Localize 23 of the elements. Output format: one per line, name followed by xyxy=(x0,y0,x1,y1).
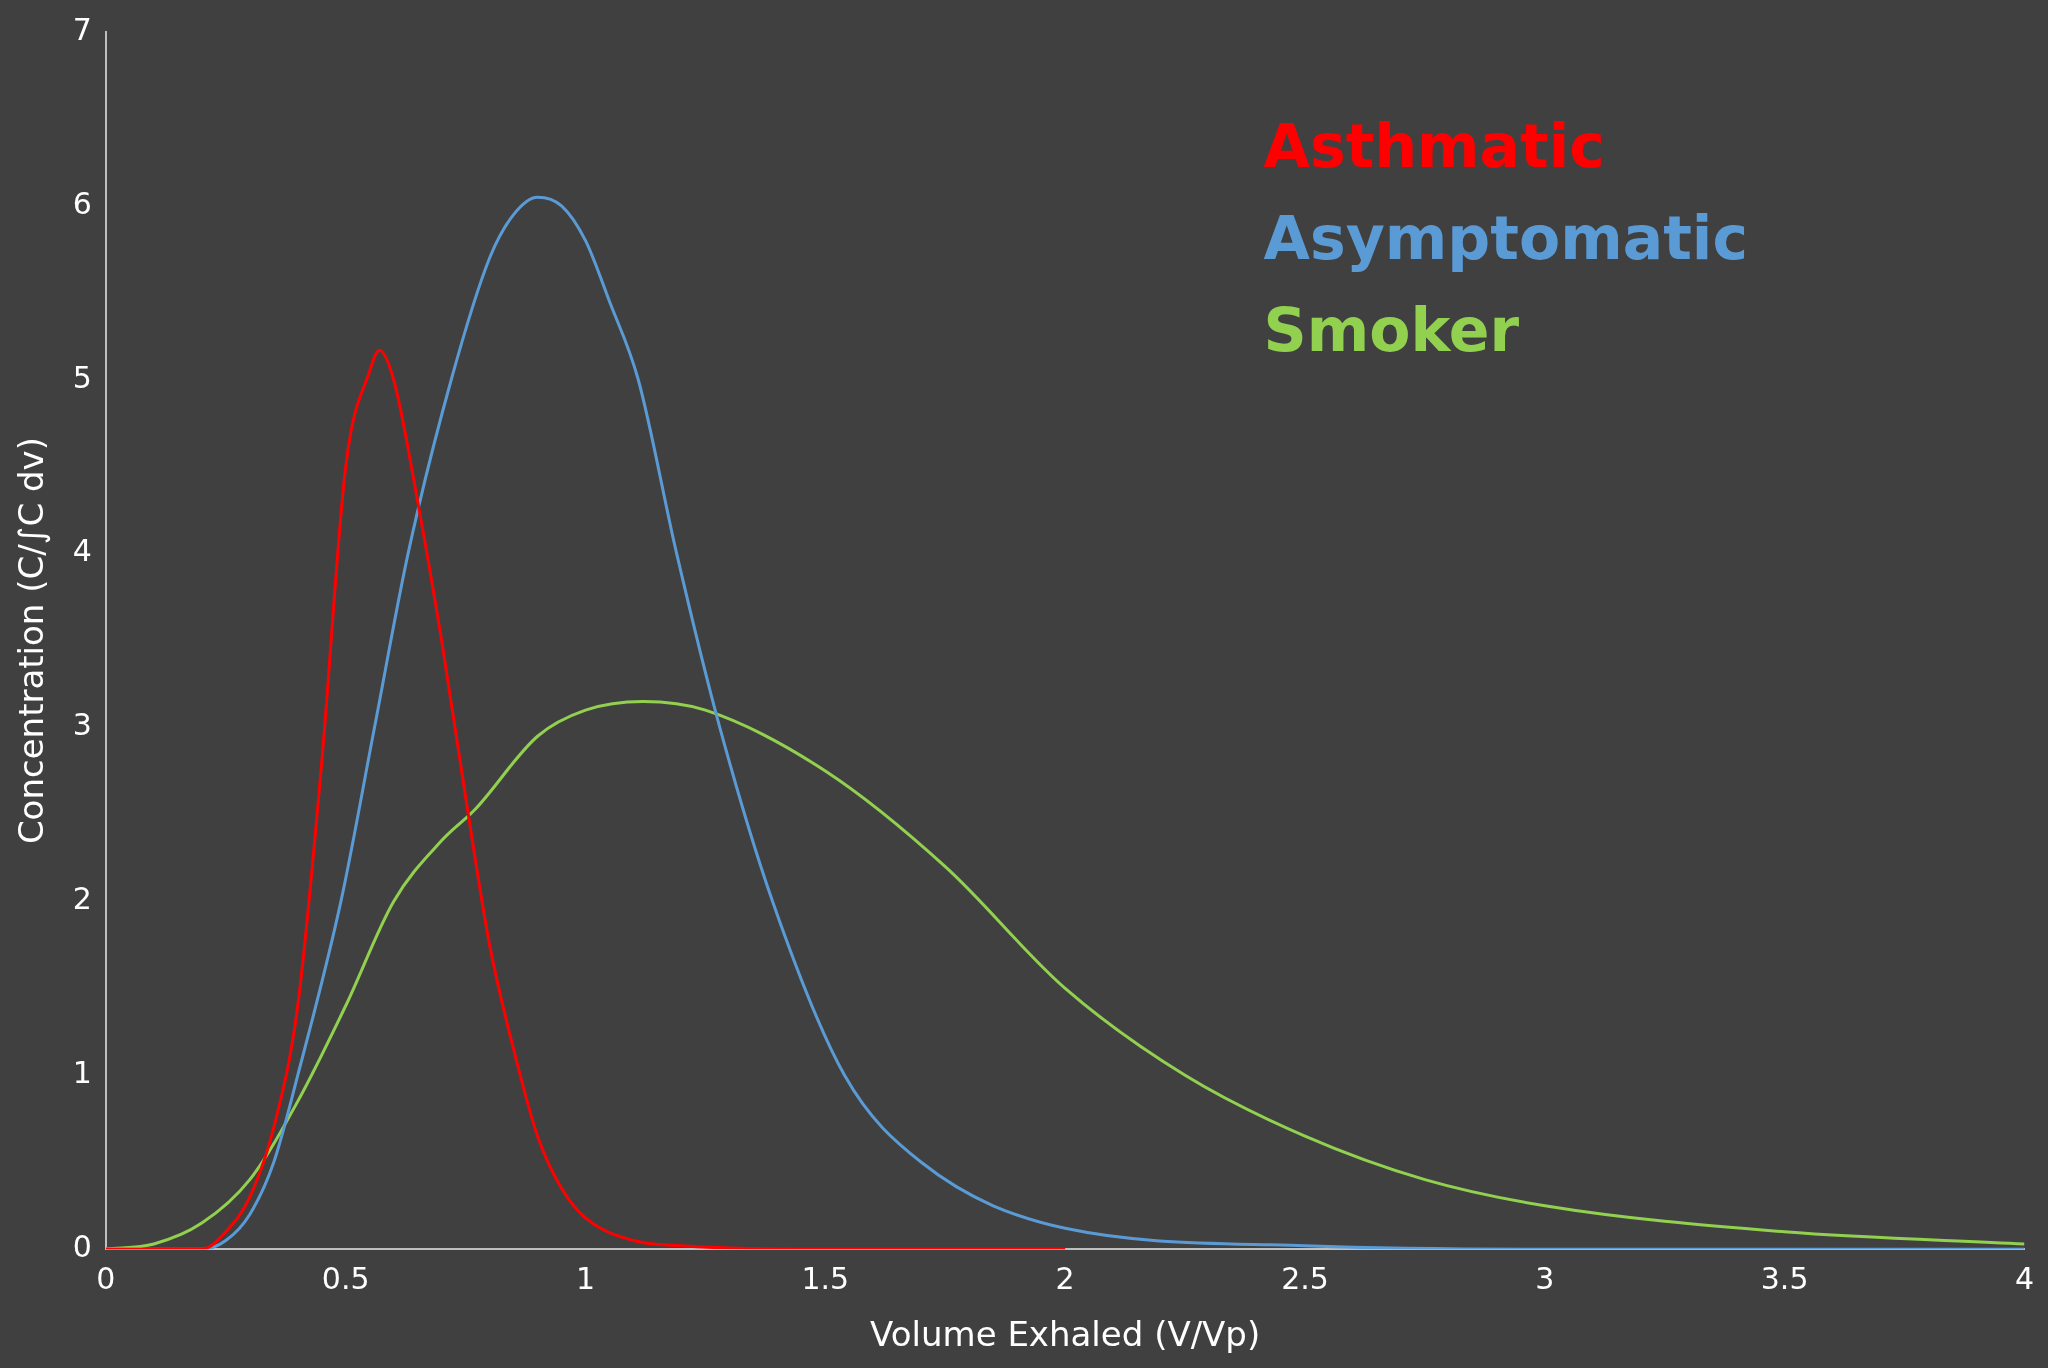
line-series xyxy=(105,348,1067,1250)
x-tick-label: 3 xyxy=(1535,1261,1555,1296)
text: Asthmatic xyxy=(1263,110,1606,183)
y-tick-label: 0 xyxy=(72,1229,92,1264)
x-tick-label: 1 xyxy=(575,1261,596,1296)
x-tick-label: 0.5 xyxy=(321,1261,370,1296)
x-tick-label: 2 xyxy=(1055,1261,1075,1296)
y-tick-label: 2 xyxy=(72,881,92,917)
y-axis-title: Concentration (C/∫C dv) xyxy=(11,437,52,845)
x-tick-label: 1.5 xyxy=(801,1261,850,1296)
x-tick-label: 3.5 xyxy=(1760,1261,1809,1296)
x-tick-label: 0 xyxy=(96,1261,116,1296)
x-tick-label: 2.5 xyxy=(1281,1261,1329,1296)
y-tick-label: 3 xyxy=(72,707,92,743)
y-tick-label: 5 xyxy=(72,359,92,395)
y-tick-label: 7 xyxy=(72,11,92,47)
y-tick-label: 4 xyxy=(72,533,92,569)
y-tick-label: 6 xyxy=(72,185,92,221)
x-axis-title: Volume Exhaled (V/Vp) xyxy=(870,1314,1261,1355)
text: Asymptomatic xyxy=(1263,202,1748,275)
y-tick-label: 1 xyxy=(72,1055,92,1091)
x-tick-label: 4 xyxy=(2014,1261,2034,1296)
text: Smoker xyxy=(1263,294,1521,367)
